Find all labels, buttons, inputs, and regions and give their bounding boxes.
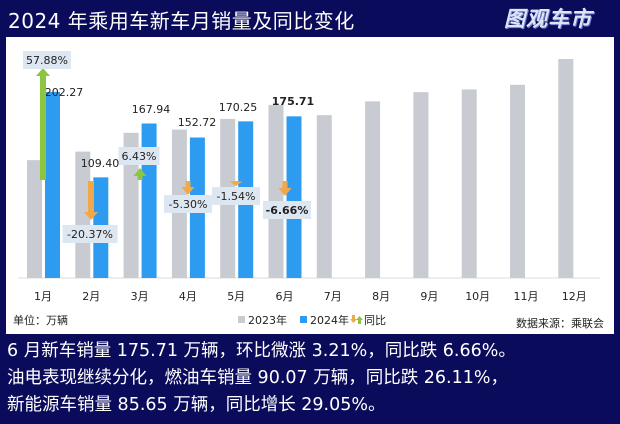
yoy-label-box xyxy=(118,147,160,165)
x-tick-label: 12月 xyxy=(562,290,587,303)
legend-swatch-2023 xyxy=(238,316,245,323)
yoy-label-box xyxy=(212,187,260,205)
yoy-up-arrow-icon xyxy=(36,68,50,180)
x-tick-label: 9月 xyxy=(420,290,438,303)
yoy-label: -5.30% xyxy=(169,198,208,211)
summary-line: 油电表现继续分化，燃油车销量 90.07 万辆，同比跌 26.11%， xyxy=(7,368,509,388)
yoy-down-arrow-icon xyxy=(181,181,195,195)
value-label: 152.72 xyxy=(178,116,217,129)
yoy-label-box xyxy=(263,201,311,219)
yoy-label: -1.54% xyxy=(217,190,256,203)
bar-2023 xyxy=(365,101,381,278)
yoy-label: -6.66% xyxy=(266,204,309,217)
yoy-label-box xyxy=(62,225,118,243)
bar-2023 xyxy=(75,151,91,278)
bar-2024 xyxy=(45,91,60,279)
yoy-label: -20.37% xyxy=(67,228,113,241)
bar-2023 xyxy=(461,89,477,279)
value-label: 170.25 xyxy=(219,101,258,114)
bar-2023 xyxy=(268,104,284,278)
x-tick-label: 4月 xyxy=(179,290,197,303)
bar-2023 xyxy=(558,59,574,278)
bar-2023 xyxy=(316,115,332,278)
x-tick-label: 7月 xyxy=(324,290,342,303)
x-tick-label: 3月 xyxy=(131,290,149,303)
legend-swatch-2024 xyxy=(300,316,307,323)
bar-2023 xyxy=(27,160,42,278)
x-tick-label: 1月 xyxy=(34,290,52,303)
x-tick-label: 6月 xyxy=(276,290,294,303)
unit-label: 单位：万辆 xyxy=(13,313,68,327)
yoy-label: 57.88% xyxy=(26,54,68,67)
x-tick-label: 2月 xyxy=(82,290,100,303)
x-tick-label: 5月 xyxy=(227,290,245,303)
yoy-label: 6.43% xyxy=(122,150,157,163)
value-label: 175.71 xyxy=(272,95,314,108)
yoy-down-arrow-icon xyxy=(278,181,292,196)
legend-label-2024: 2024年 xyxy=(310,313,349,327)
bar-2023 xyxy=(413,92,429,278)
bar-2024 xyxy=(141,123,157,278)
x-tick-label: 10月 xyxy=(465,290,490,303)
bar-2023 xyxy=(510,84,525,278)
chart-panel: 1月 2月 3月 4月 5月 6月 7月 8月 9月 10月 11月 12月 202.27 109.40 1… xyxy=(6,37,614,334)
summary-text: 6 月新车销量 175.71 万辆，环比微涨 3.21%，同比跌 6.66%。 … xyxy=(7,338,516,419)
yoy-up-arrow-icon xyxy=(133,168,147,180)
brand-logo: 图观车市 xyxy=(504,7,592,31)
value-label: 167.94 xyxy=(132,103,171,116)
yoy-label-box xyxy=(164,195,212,213)
source-label: 数据来源：乘联会 xyxy=(516,316,604,330)
yoy-label-box xyxy=(23,51,71,69)
chart-title: 2024 年乘用车新车月销量及同比变化 xyxy=(8,9,355,33)
yoy-down-arrow-icon xyxy=(229,181,243,186)
summary-line: 6 月新车销量 175.71 万辆，环比微涨 3.21%，同比跌 6.66%。 xyxy=(7,341,516,361)
legend-down-arrow-icon xyxy=(350,315,357,323)
x-tick-label: 11月 xyxy=(514,290,539,303)
legend-label-2023: 2023年 xyxy=(248,313,287,327)
bar-chart: 1月 2月 3月 4月 5月 6月 7月 8月 9月 10月 11月 12月 202.27 109.40 1… xyxy=(13,51,604,330)
bar-2024 xyxy=(286,116,302,278)
summary-line: 新能源车销量 85.65 万辆，同比增长 29.05%。 xyxy=(7,395,386,415)
bar-2023 xyxy=(123,132,139,278)
legend-up-arrow-icon xyxy=(356,316,363,324)
value-label: 202.27 xyxy=(45,86,84,99)
legend-label-yoy: 同比 xyxy=(364,314,386,327)
value-label: 109.40 xyxy=(81,157,120,170)
x-tick-label: 8月 xyxy=(372,290,390,303)
yoy-down-arrow-icon xyxy=(84,181,98,220)
